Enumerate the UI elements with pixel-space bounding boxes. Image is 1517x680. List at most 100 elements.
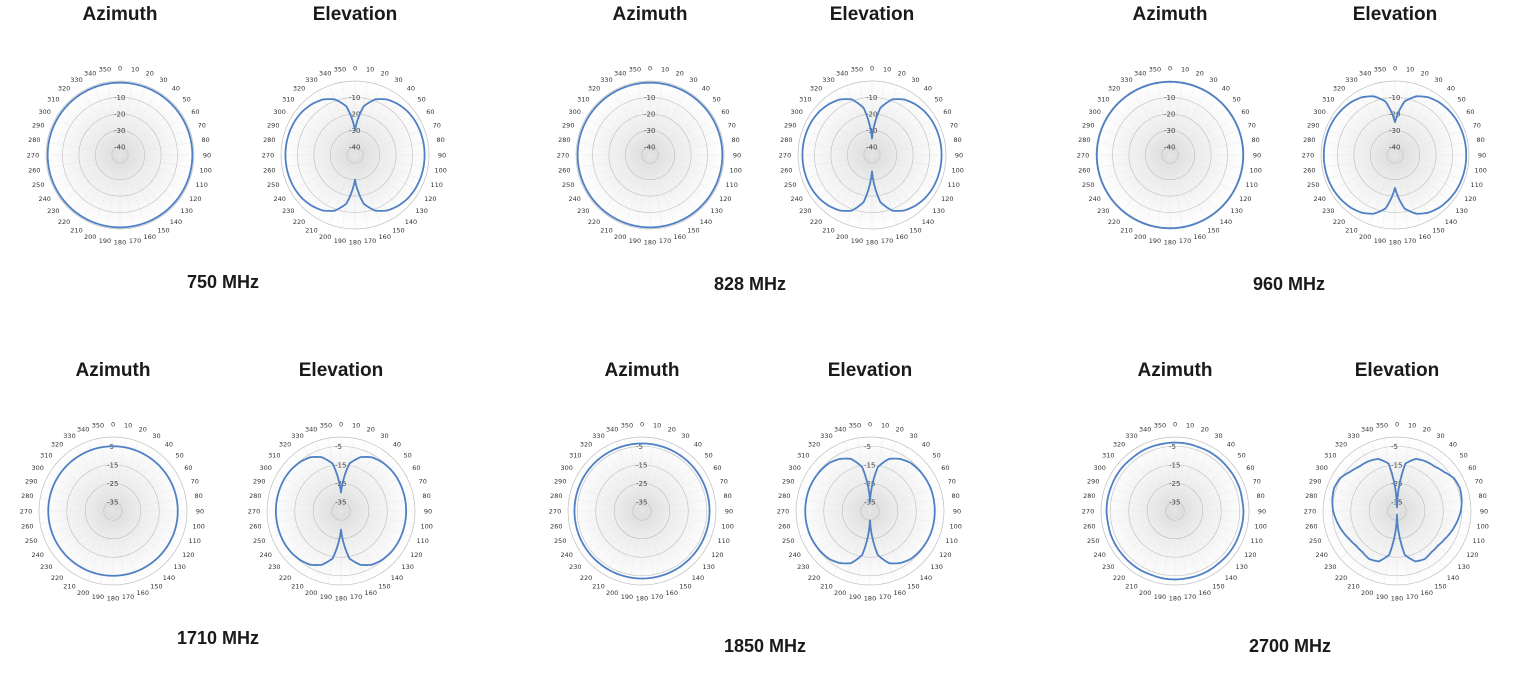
angle-tick-label: 50 xyxy=(1233,95,1241,103)
angle-tick-label: 190 xyxy=(849,593,861,601)
grid-spoke xyxy=(1394,107,1452,156)
radial-tick-label: -10 xyxy=(644,94,655,102)
angle-tick-label: 330 xyxy=(70,76,82,84)
grid-ring xyxy=(823,464,917,558)
grid-spoke xyxy=(577,154,651,169)
angle-tick-label: 210 xyxy=(600,227,612,235)
grid-spoke xyxy=(112,510,127,584)
angle-tick-label: 180 xyxy=(866,238,878,246)
grid-spoke xyxy=(112,510,183,537)
angle-tick-label: 250 xyxy=(25,537,37,545)
radial-tick-label: -30 xyxy=(114,127,125,135)
angle-tick-label: 140 xyxy=(1445,218,1457,226)
angle-tick-label: 290 xyxy=(25,478,37,486)
angle-tick-label: 300 xyxy=(790,108,802,116)
radial-tick-label: -20 xyxy=(114,110,125,118)
grid-spoke xyxy=(649,82,664,156)
grid-spoke xyxy=(1169,141,1243,156)
angle-tick-label: 310 xyxy=(799,95,811,103)
angle-tick-label: 30 xyxy=(1434,76,1442,84)
angle-tick-label: 310 xyxy=(1102,451,1114,459)
plot-title: Azimuth xyxy=(75,360,151,381)
plot-title: Elevation xyxy=(312,4,398,25)
grid-ring xyxy=(78,113,162,197)
angle-tick-label: 0 xyxy=(1168,64,1172,72)
angle-tick-label: 310 xyxy=(1324,451,1336,459)
grid-spoke xyxy=(284,510,342,559)
angle-tick-label: 130 xyxy=(1457,563,1469,571)
grid-spoke xyxy=(844,441,871,512)
angle-tick-label: 180 xyxy=(1389,238,1401,246)
angle-tick-label: 40 xyxy=(694,441,702,449)
angle-tick-label: 100 xyxy=(420,522,432,530)
grid-spoke xyxy=(112,510,186,525)
pattern-curve xyxy=(274,456,408,566)
grid-ring xyxy=(1337,97,1453,213)
angle-tick-label: 280 xyxy=(1083,492,1095,500)
grid-spoke xyxy=(649,98,698,156)
angle-tick-label: 210 xyxy=(1347,583,1359,591)
grid-spoke xyxy=(87,510,114,581)
polar-chart: -10-20-30-400 10 2030405060708090100110120… xyxy=(27,64,212,246)
radial-tick-label: -30 xyxy=(1389,127,1400,135)
angle-tick-label: 0 xyxy=(111,420,115,428)
grid-spoke xyxy=(616,441,643,512)
grid-spoke xyxy=(329,154,356,225)
angle-tick-label: 240 xyxy=(790,195,802,203)
angle-tick-label: 290 xyxy=(253,478,265,486)
angle-tick-label: 190 xyxy=(92,593,104,601)
frequency-label: 828 MHz xyxy=(713,274,787,294)
grid-spoke xyxy=(641,510,712,537)
grid-spoke xyxy=(871,154,945,169)
angle-tick-label: 150 xyxy=(150,583,162,591)
grid-spoke xyxy=(1132,154,1171,220)
angle-tick-label: 290 xyxy=(562,122,574,130)
angle-tick-label: 190 xyxy=(1149,237,1161,245)
grid-spoke xyxy=(1396,510,1411,584)
angle-tick-label: 290 xyxy=(1309,478,1321,486)
polar-chart: -10-20-30-400 10 2030405060708090100110120… xyxy=(779,64,964,246)
polar-chart: -5-15-25-350 10 20304050607080901001101201… xyxy=(1304,420,1489,602)
angle-tick-label: 330 xyxy=(305,76,317,84)
grid-spoke xyxy=(340,510,355,584)
angle-tick-label: 90 xyxy=(1253,151,1261,159)
grid-spoke xyxy=(112,485,183,512)
angle-tick-label: 320 xyxy=(293,85,305,93)
angle-tick-label: 70 xyxy=(948,478,956,486)
angle-tick-label: 320 xyxy=(1335,441,1347,449)
grid-spoke xyxy=(119,154,190,181)
angle-tick-label: 70 xyxy=(419,478,427,486)
plot-title: Elevation xyxy=(827,360,913,381)
angle-tick-label: 260 xyxy=(21,522,33,530)
angle-tick-label: 180 xyxy=(1164,238,1176,246)
grid-spoke xyxy=(871,154,942,181)
angle-tick-label: 20 xyxy=(668,426,676,434)
angle-tick-label: 140 xyxy=(700,218,712,226)
angle-tick-label: 140 xyxy=(170,218,182,226)
angle-tick-label: 40 xyxy=(393,441,401,449)
grid-spoke xyxy=(340,438,355,512)
radial-tick-label: -10 xyxy=(114,94,125,102)
angle-tick-label: 210 xyxy=(1120,227,1132,235)
grid-spoke xyxy=(1394,154,1443,212)
angle-tick-label: 120 xyxy=(941,195,953,203)
grid-spoke xyxy=(577,473,643,512)
grid-spoke xyxy=(1383,438,1398,512)
grid-spoke xyxy=(636,82,651,156)
grid-ring xyxy=(576,445,708,577)
grid-spoke xyxy=(1394,82,1409,156)
grid-spoke xyxy=(112,510,178,549)
grid-spoke xyxy=(298,107,356,156)
grid-spoke xyxy=(871,90,910,156)
angle-tick-label: 240 xyxy=(1315,551,1327,559)
radial-tick-label: -25 xyxy=(1169,480,1180,488)
grid-spoke xyxy=(641,510,680,576)
grid-spoke xyxy=(1169,117,1235,156)
angle-tick-label: 290 xyxy=(782,478,794,486)
grid-spoke xyxy=(119,154,158,220)
angle-tick-label: 70 xyxy=(1475,478,1483,486)
grid-spoke xyxy=(1332,473,1398,512)
angle-tick-label: 340 xyxy=(836,70,848,78)
plot-title: Elevation xyxy=(1354,360,1440,381)
grid-ring xyxy=(1368,482,1426,540)
